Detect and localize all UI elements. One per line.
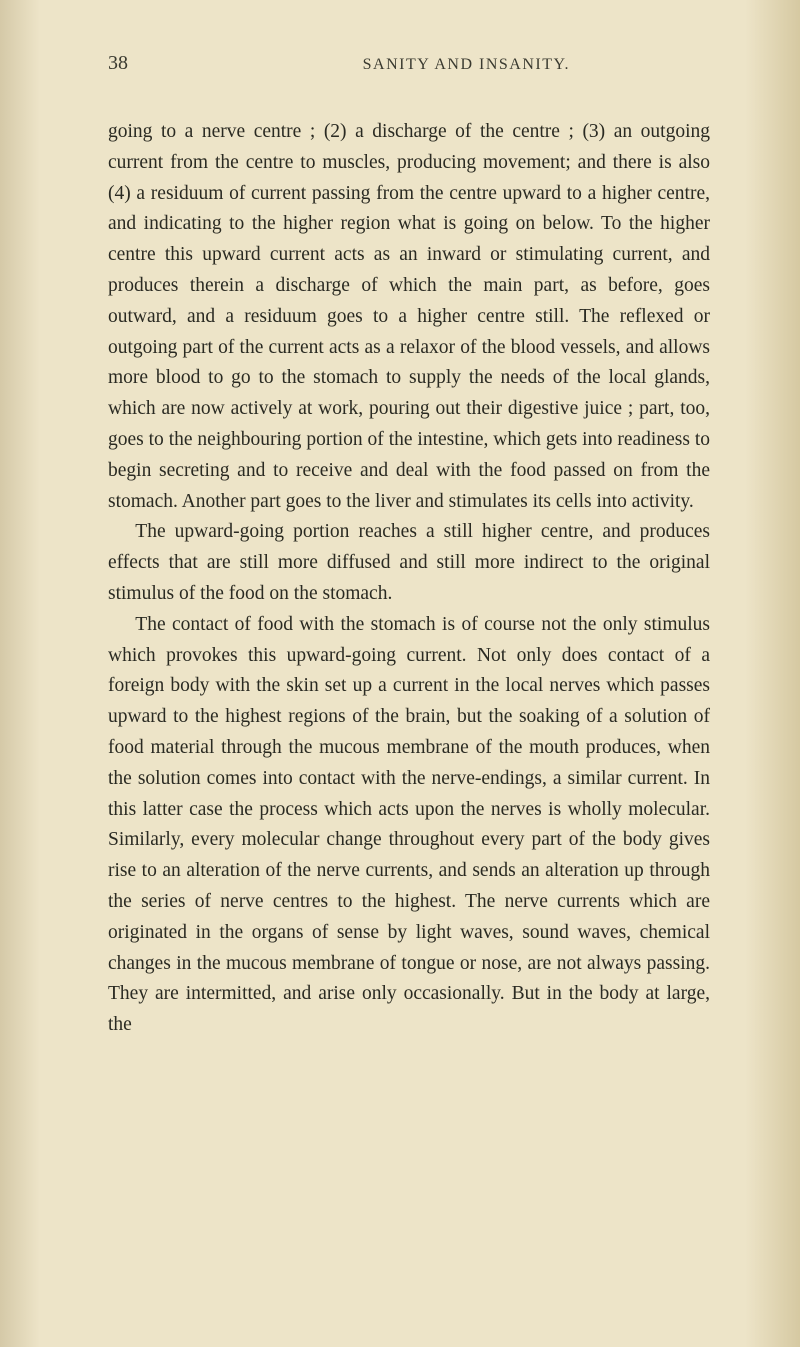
page-header: 38 SANITY AND INSANITY. — [108, 52, 710, 75]
book-page: 38 SANITY AND INSANITY. going to a nerve… — [0, 0, 800, 1101]
paragraph-3: The contact of food with the stomach is … — [108, 610, 710, 1041]
paragraph-2: The upward-going portion reaches a still… — [108, 517, 710, 609]
page-number: 38 — [108, 52, 128, 75]
paragraph-1: going to a nerve centre ; (2) a discharg… — [108, 117, 710, 517]
running-title: SANITY AND INSANITY. — [363, 56, 570, 74]
body-text: going to a nerve centre ; (2) a discharg… — [108, 117, 710, 1041]
